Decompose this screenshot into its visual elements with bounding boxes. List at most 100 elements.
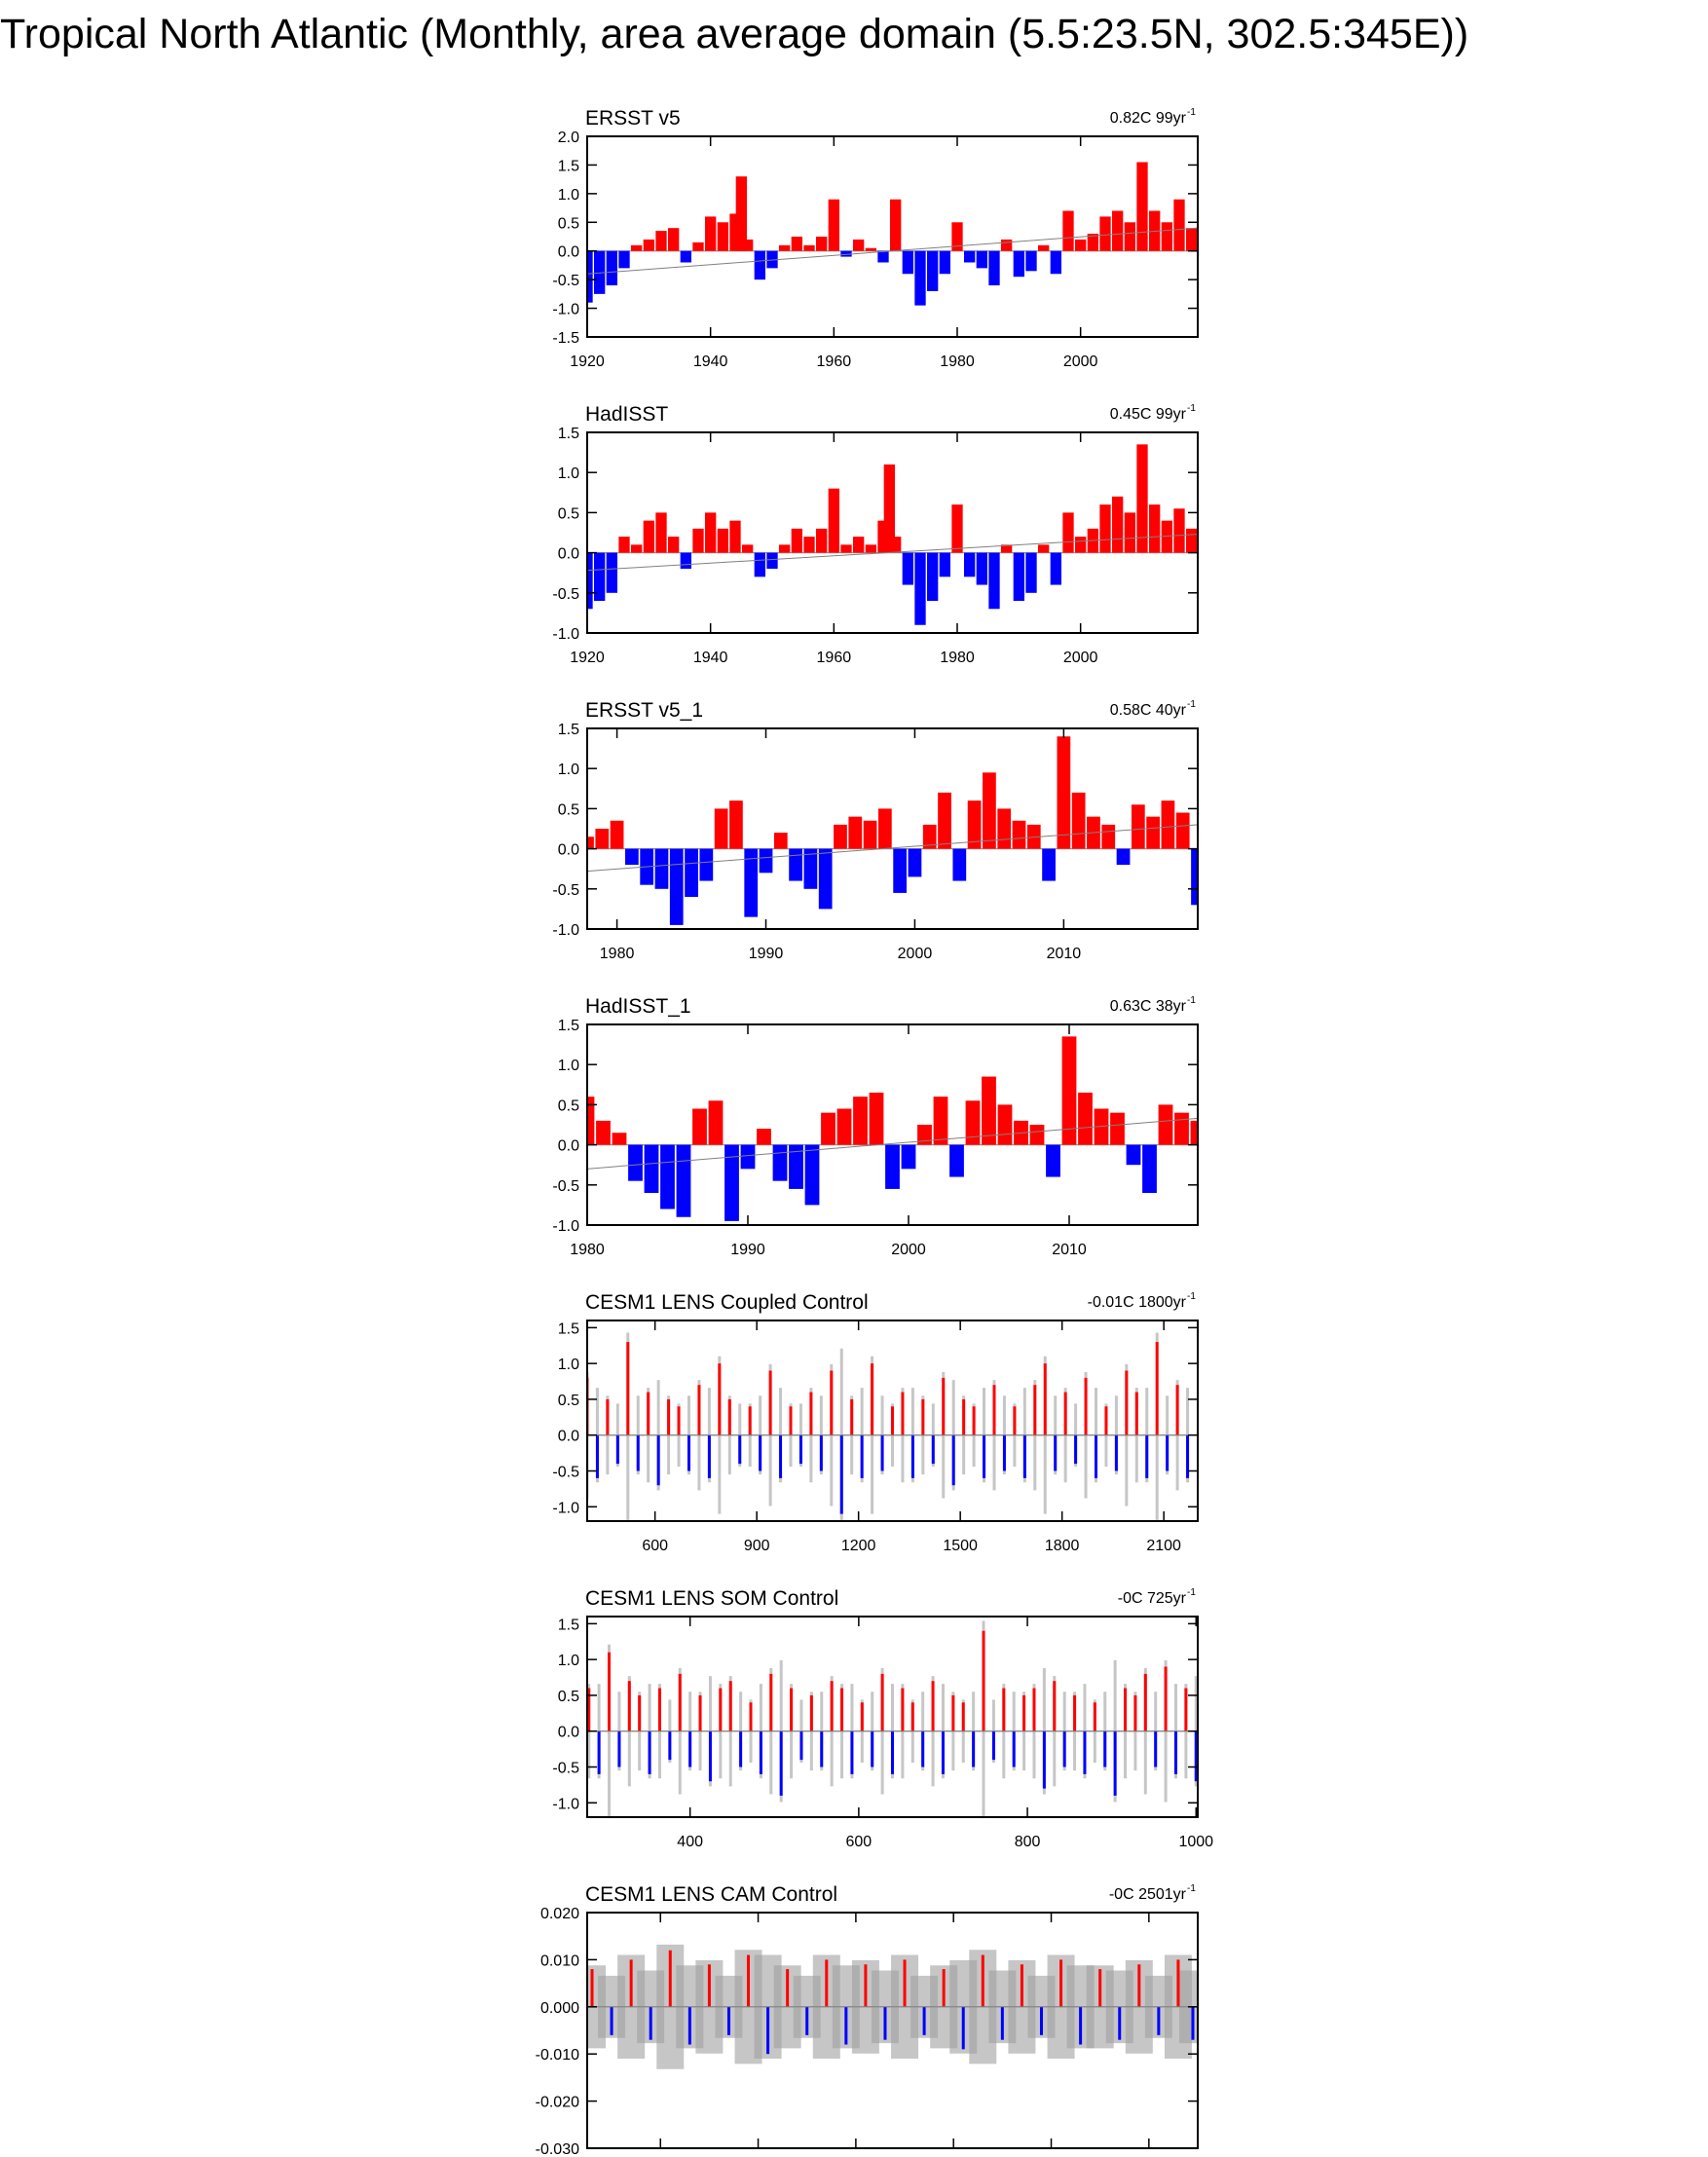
data-bar	[1166, 1434, 1170, 1471]
data-bar	[840, 544, 852, 553]
data-bar	[983, 772, 996, 849]
data-bar	[939, 552, 950, 577]
x-tick-label: 1200	[841, 1538, 876, 1554]
data-bar	[951, 222, 963, 251]
data-bar	[1149, 504, 1161, 553]
y-tick-label: 1.5	[558, 722, 579, 738]
data-bar	[1012, 820, 1026, 849]
data-bar	[790, 1688, 794, 1731]
data-bar	[1022, 1434, 1026, 1478]
data-bar	[1043, 1363, 1047, 1435]
data-bar	[1013, 1406, 1017, 1435]
data-bar	[1158, 1104, 1173, 1145]
data-bar	[976, 250, 987, 269]
data-bar	[836, 1108, 852, 1145]
data-bar	[779, 244, 791, 251]
data-bar	[1022, 1694, 1026, 1731]
data-bar	[1112, 210, 1124, 251]
data-bar	[669, 848, 684, 925]
data-bar	[590, 1969, 594, 2007]
data-bar	[1001, 544, 1013, 553]
data-bar	[1013, 250, 1024, 278]
data-bar	[1050, 250, 1061, 275]
data-bar	[749, 1702, 753, 1731]
plot-area	[587, 736, 1198, 925]
data-bar	[1061, 1036, 1077, 1145]
y-tick-label: 1.5	[558, 1617, 579, 1633]
data-bar	[1074, 1434, 1078, 1465]
x-tick-label: 2010	[1047, 946, 1082, 962]
data-bar	[1025, 552, 1037, 593]
data-bar	[1154, 1730, 1158, 1767]
data-bar	[1053, 1681, 1057, 1731]
data-bar	[927, 552, 939, 602]
y-tick-label: -0.5	[552, 882, 579, 899]
data-bar	[869, 1093, 884, 1145]
data-bar	[1161, 222, 1172, 251]
y-tick-label: 1.5	[558, 158, 579, 174]
data-bar	[865, 247, 876, 251]
data-bar	[594, 250, 606, 294]
data-bar	[655, 231, 667, 251]
data-bar	[991, 1730, 995, 1761]
data-bar	[976, 552, 987, 585]
data-bar	[1099, 504, 1111, 553]
data-bar	[1173, 508, 1185, 553]
data-bar	[922, 2006, 926, 2035]
data-bar	[618, 250, 630, 269]
data-bar	[803, 848, 818, 889]
data-bar	[853, 537, 865, 553]
data-bar	[735, 176, 747, 251]
data-bar	[705, 512, 717, 553]
data-bar	[638, 1694, 642, 1731]
data-bar	[903, 1959, 907, 2007]
data-bar	[680, 250, 691, 263]
data-bar	[610, 820, 624, 849]
data-bar	[779, 1434, 783, 1478]
y-tick-label: -0.5	[552, 1178, 579, 1195]
data-bar	[587, 837, 594, 849]
data-bar	[891, 1730, 894, 1774]
data-bar	[648, 1730, 651, 1774]
data-bar	[688, 1730, 692, 1767]
data-bar	[748, 1406, 752, 1435]
trend-label: 0.45C 99yr	[1110, 406, 1187, 423]
data-bar	[1032, 1688, 1036, 1731]
y-tick-label: 0.000	[540, 2000, 579, 2017]
data-bar	[1073, 1694, 1077, 1731]
data-bar	[1174, 1112, 1189, 1145]
data-bar	[1095, 1434, 1097, 1478]
data-bar	[805, 2006, 809, 2035]
data-bar	[848, 816, 863, 849]
data-bar	[997, 808, 1012, 849]
data-bar	[1143, 1673, 1147, 1731]
data-bar	[617, 1730, 621, 1767]
data-bar	[698, 1694, 702, 1731]
data-bar	[766, 552, 778, 570]
data-bar	[983, 1434, 986, 1478]
data-bar	[981, 1954, 984, 2007]
plot-frame	[586, 1320, 1199, 1522]
data-bar	[938, 792, 951, 849]
data-bar	[1101, 824, 1116, 849]
data-bar	[901, 1144, 916, 1170]
data-bar	[821, 1112, 835, 1145]
trend-label: -0.01C 1800yr	[1088, 1294, 1187, 1311]
panel-title: ERSST v5_1	[585, 699, 703, 722]
data-bar	[587, 1688, 591, 1731]
data-bar	[595, 829, 610, 849]
data-bar	[865, 544, 876, 553]
panel-title: CESM1 LENS CAM Control	[585, 1883, 837, 1906]
y-tick-label: 0.5	[558, 505, 579, 522]
data-bar	[789, 1144, 803, 1189]
data-bar	[942, 1969, 946, 2007]
x-tick-label: 1940	[693, 353, 728, 370]
data-bar	[657, 1688, 661, 1731]
data-bar	[883, 464, 895, 553]
panel-1: 2.0 1.5 1.0 0.5 0.0 -0.5 -1.0 -1.5 1920 1940 1960 1…	[552, 107, 1199, 370]
y-tick-label: -0.5	[552, 1465, 579, 1481]
data-bar	[951, 1694, 955, 1731]
x-tick-label: 1960	[817, 353, 852, 370]
data-bar	[1062, 210, 1074, 251]
data-bar	[939, 250, 950, 275]
